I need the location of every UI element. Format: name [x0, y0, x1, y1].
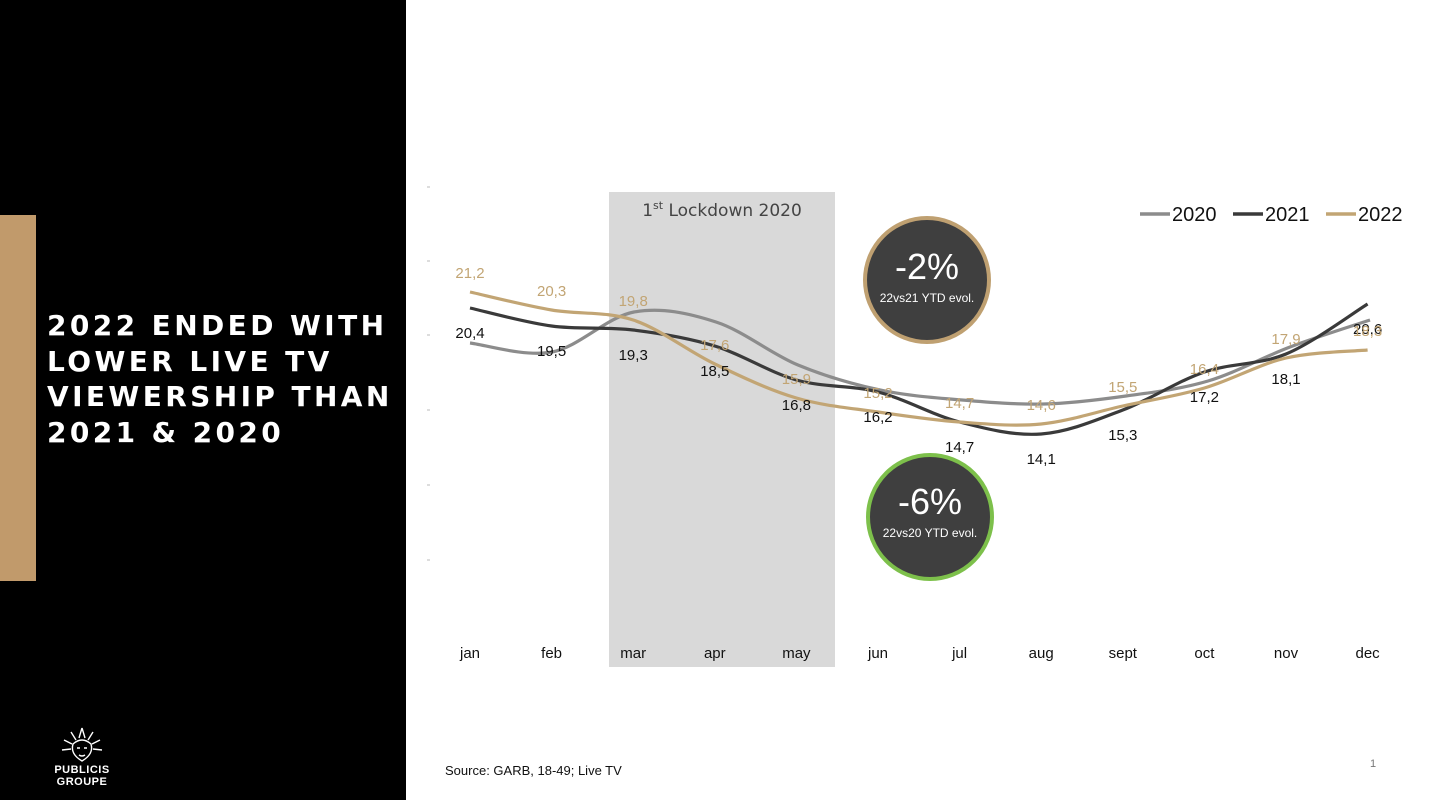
title-line: LOWER LIVE TV	[47, 344, 333, 378]
legend-label-2020: 2020	[1172, 204, 1217, 226]
data-label-2022: 20,3	[537, 283, 566, 300]
data-labels: 20,4 19,5 19,3 18,5 16,8 16,2 14,7 14,1 15,3 17,2…	[455, 265, 1382, 468]
lockdown-label-sup: st	[653, 199, 664, 212]
x-tick-label: mar	[620, 645, 646, 662]
legend-label-2022: 2022	[1358, 204, 1403, 226]
data-label-2021: 19,5	[537, 343, 566, 360]
data-label-2021: 16,8	[782, 397, 811, 414]
series-lines	[469, 290, 1371, 436]
data-label-2021: 18,1	[1271, 371, 1300, 388]
legend-label-2021: 2021	[1265, 204, 1310, 226]
x-tick-label: oct	[1194, 645, 1215, 662]
data-label-2022: 15,9	[782, 371, 811, 388]
page-number: 1	[1370, 758, 1377, 770]
data-label-2021: 19,3	[619, 347, 648, 364]
lockdown-label: 1st Lockdown 2020	[642, 199, 802, 221]
data-label-2021: 14,7	[945, 439, 974, 456]
series-line-2022	[469, 290, 1368, 427]
data-label-2022: 14,7	[945, 395, 974, 412]
badge-22vs21: -2% 22vs21 YTD evol.	[863, 216, 991, 344]
data-label-2022: 19,8	[619, 293, 648, 310]
x-tick-label: nov	[1274, 645, 1299, 662]
series-line-2021	[469, 302, 1369, 436]
slide-title: 2022 ENDED WITH LOWER LIVE TV VIEWERSHIP…	[47, 308, 397, 450]
data-label-2021: 20,6	[1353, 321, 1382, 338]
publicis-logo: PUBLICIS GROUPE	[46, 724, 118, 794]
lockdown-band	[609, 192, 835, 667]
data-label-2022: 17,9	[1271, 331, 1300, 348]
x-tick-label: jul	[951, 645, 967, 662]
data-label-2021: 15,3	[1108, 427, 1137, 444]
logo-text: GROUPE	[56, 776, 108, 788]
data-label-2022: 15,2	[863, 385, 892, 402]
title-line: VIEWERSHIP THAN	[47, 380, 393, 413]
badge-value: -2%	[895, 246, 959, 287]
data-label-2022: 17,6	[700, 337, 729, 354]
badge-circle	[866, 453, 994, 581]
x-tick-label: dec	[1356, 645, 1381, 662]
lockdown-label-rest: Lockdown 2020	[663, 201, 802, 221]
axis-ticks	[427, 186, 430, 561]
series-line-2020	[469, 308, 1371, 406]
accent-bar	[0, 215, 36, 581]
x-axis-labels: jan feb mar apr may jun jul aug sept oct nov dec	[459, 645, 1380, 662]
chart-legend: 2020 2021 2022	[1140, 204, 1403, 226]
data-label-2021: 20,4	[455, 325, 484, 342]
title-panel	[0, 0, 406, 800]
logo-text: PUBLICIS	[54, 764, 110, 776]
data-label-2021: 14,1	[1027, 451, 1056, 468]
data-label-2022: 15,5	[1108, 379, 1137, 396]
badge-caption: 22vs20 YTD evol.	[883, 526, 978, 540]
lockdown-label-prefix: 1	[642, 201, 653, 221]
badge-caption: 22vs21 YTD evol.	[880, 291, 975, 305]
data-label-2021: 17,2	[1190, 389, 1219, 406]
x-tick-label: feb	[541, 645, 562, 662]
title-line: 2022 ENDED WITH	[47, 309, 388, 342]
x-tick-label: apr	[704, 645, 726, 662]
x-tick-label: jun	[867, 645, 888, 662]
x-tick-label: may	[782, 645, 811, 662]
title-line: 2021 & 2020	[47, 415, 285, 449]
x-tick-label: jan	[459, 645, 480, 662]
data-label-2021: 18,5	[700, 363, 729, 380]
data-label-2022: 16,4	[1190, 361, 1219, 378]
badge-22vs20: -6% 22vs20 YTD evol.	[866, 453, 994, 581]
badge-value: -6%	[898, 481, 962, 522]
x-tick-label: sept	[1109, 645, 1138, 662]
x-tick-label: aug	[1029, 645, 1054, 662]
source-note: Source: GARB, 18-49; Live TV	[445, 763, 622, 778]
data-label-2022: 21,2	[455, 265, 484, 282]
data-label-2022: 14,6	[1027, 397, 1056, 414]
data-label-2022: 18,3	[1353, 323, 1382, 340]
badge-circle	[863, 216, 991, 344]
data-label-2021: 16,2	[863, 409, 892, 426]
lion-head-icon	[61, 727, 103, 762]
